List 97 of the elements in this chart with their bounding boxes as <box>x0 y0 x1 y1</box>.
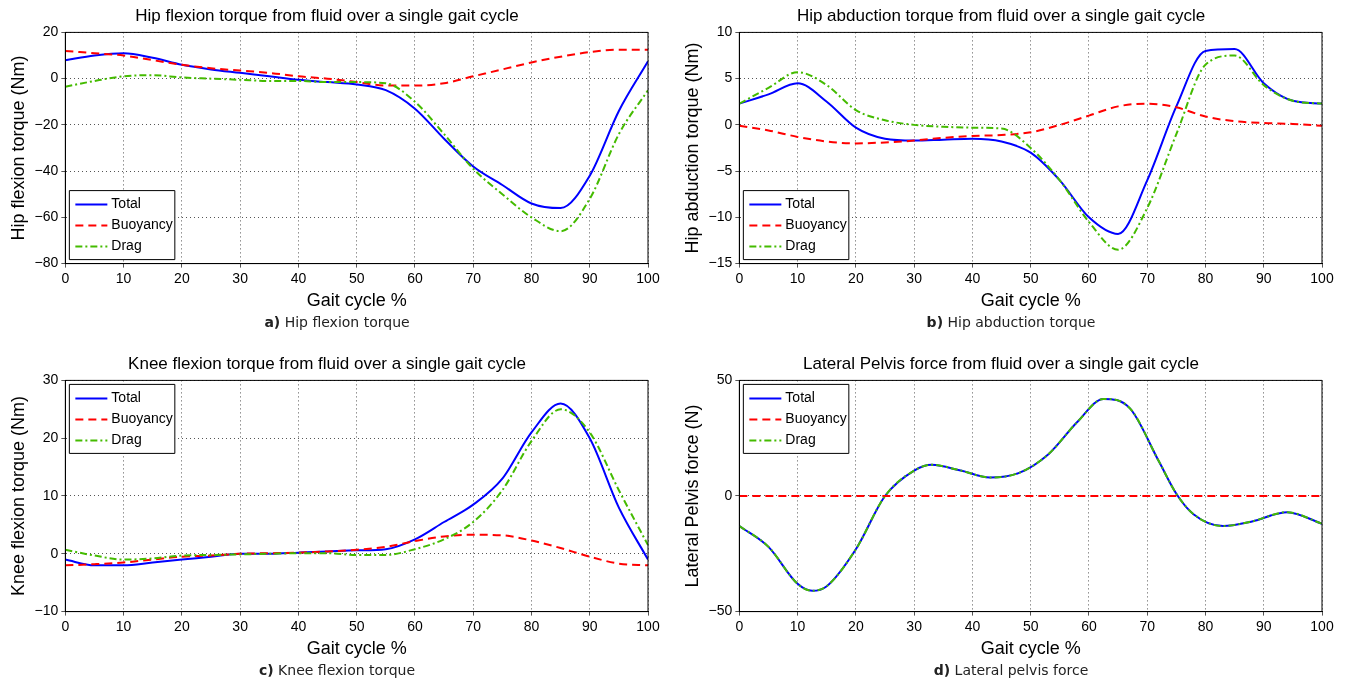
x-tick-label: 90 <box>581 617 598 634</box>
x-tick-label: 20 <box>848 269 864 286</box>
legend-label: Drag <box>785 431 816 448</box>
x-tick-label: 30 <box>232 617 249 634</box>
x-tick-label: 30 <box>906 269 923 286</box>
y-tick-label: −15 <box>708 254 733 271</box>
y-tick-label: 0 <box>50 544 59 561</box>
y-tick-label: −5 <box>716 161 733 178</box>
legend-label: Buoyancy <box>785 216 847 233</box>
y-tick-label: 20 <box>42 23 59 40</box>
x-axis-title: Gait cycle % <box>306 638 407 659</box>
x-tick-label: 50 <box>1022 269 1039 286</box>
text: c) Knee flexion torque <box>257 662 417 678</box>
x-tick-label: 60 <box>1081 269 1097 286</box>
x-tick-label: 100 <box>636 269 660 286</box>
x-tick-label: 20 <box>174 269 190 286</box>
x-tick-label: 20 <box>848 617 864 634</box>
line-series <box>65 533 648 567</box>
x-tick-label: 70 <box>465 617 482 634</box>
x-tick-label: 40 <box>964 617 981 634</box>
x-tick-label: 50 <box>348 617 365 634</box>
legend-label: Total <box>111 389 141 406</box>
x-tick-label: 60 <box>407 617 423 634</box>
x-tick-label: 30 <box>232 269 249 286</box>
y-tick-label: 50 <box>716 371 733 388</box>
x-tick-label: 90 <box>1255 617 1272 634</box>
x-tick-label: 100 <box>1310 269 1334 286</box>
x-tick-label: 70 <box>1139 269 1156 286</box>
x-tick-label: 30 <box>906 617 923 634</box>
chart-title: Knee flexion torque from fluid over a single gait cycle <box>128 353 526 373</box>
legend-label: Buoyancy <box>111 410 173 427</box>
y-tick-label: −80 <box>34 254 59 271</box>
line-series <box>739 102 1322 145</box>
x-tick-label: 50 <box>348 269 365 286</box>
x-tick-label: 100 <box>636 617 660 634</box>
y-tick-label: 30 <box>42 371 59 388</box>
x-tick-label: 60 <box>407 269 423 286</box>
x-tick-label: 50 <box>1022 617 1039 634</box>
x-tick-label: 10 <box>115 617 132 634</box>
line-series <box>65 74 648 233</box>
x-tick-label: 40 <box>290 269 307 286</box>
legend-label: Drag <box>111 237 142 254</box>
x-tick-label: 20 <box>174 617 190 634</box>
text: b) Hip abduction torque <box>925 314 1097 330</box>
x-tick-label: 80 <box>523 269 540 286</box>
y-tick-label: −10 <box>708 208 733 225</box>
x-tick-label: 90 <box>1255 269 1272 286</box>
chart-title: Hip flexion torque from fluid over a single gait cycle <box>135 5 519 25</box>
x-axis-title: Gait cycle % <box>306 290 407 311</box>
y-tick-label: 0 <box>724 486 733 503</box>
y-tick-label: 20 <box>42 429 59 446</box>
y-tick-label: 10 <box>42 486 59 503</box>
x-tick-label: 0 <box>61 617 70 634</box>
text: d) Lateral pelvis force <box>932 662 1090 678</box>
legend-label: Drag <box>111 431 142 448</box>
y-tick-label: 0 <box>724 115 733 132</box>
x-tick-label: 80 <box>1197 269 1214 286</box>
x-tick-label: 0 <box>61 269 70 286</box>
x-axis-title: Gait cycle % <box>980 290 1081 311</box>
y-axis-title: Knee flexion torque (Nm) <box>7 395 28 597</box>
legend-label: Drag <box>785 237 816 254</box>
legend-label: Buoyancy <box>111 216 173 233</box>
x-tick-label: 40 <box>964 269 981 286</box>
x-tick-label: 70 <box>1139 617 1156 634</box>
text: a) Hip flexion torque <box>263 314 411 330</box>
x-tick-label: 90 <box>581 269 598 286</box>
y-tick-label: −40 <box>34 161 59 178</box>
chart-title: Lateral Pelvis force from fluid over a single gait cycle <box>803 353 1199 373</box>
x-tick-label: 60 <box>1081 617 1097 634</box>
x-tick-label: 40 <box>290 617 307 634</box>
y-axis-title: Lateral Pelvis force (N) <box>681 404 702 588</box>
y-tick-label: 10 <box>716 23 733 40</box>
line-series <box>65 48 648 87</box>
y-axis-title: Hip flexion torque (Nm) <box>7 55 28 241</box>
x-tick-label: 100 <box>1310 617 1334 634</box>
legend-label: Buoyancy <box>785 410 847 427</box>
x-axis-title: Gait cycle % <box>980 638 1081 659</box>
x-tick-label: 10 <box>115 269 132 286</box>
x-tick-label: 80 <box>1197 617 1214 634</box>
y-tick-label: −10 <box>34 602 59 619</box>
x-tick-label: 70 <box>465 269 482 286</box>
x-tick-label: 80 <box>523 617 540 634</box>
legend-label: Total <box>785 195 815 212</box>
y-axis-title: Hip abduction torque (Nm) <box>681 42 702 254</box>
x-tick-label: 10 <box>789 617 806 634</box>
x-tick-label: 10 <box>789 269 806 286</box>
y-tick-label: −60 <box>34 208 59 225</box>
x-tick-label: 0 <box>735 269 744 286</box>
legend-label: Total <box>111 195 141 212</box>
x-tick-label: 0 <box>735 617 744 634</box>
y-tick-label: 0 <box>50 69 59 86</box>
y-tick-label: −50 <box>708 602 733 619</box>
y-tick-label: −20 <box>34 115 59 132</box>
line-series <box>65 52 648 210</box>
legend-label: Total <box>785 389 815 406</box>
chart-title: Hip abduction torque from fluid over a single gait cycle <box>796 5 1206 25</box>
y-tick-label: 5 <box>724 69 733 86</box>
